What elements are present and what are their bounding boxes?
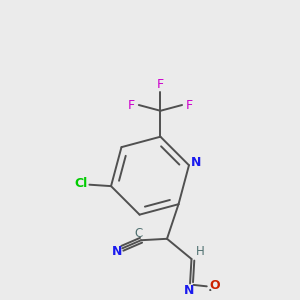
Text: F: F [186,98,193,112]
Text: O: O [209,279,220,292]
Text: N: N [112,245,122,258]
Text: Cl: Cl [75,177,88,190]
Text: F: F [128,98,135,112]
Text: N: N [191,156,201,170]
Text: C: C [134,226,142,239]
Text: N: N [183,284,194,297]
Text: H: H [196,245,205,258]
Text: F: F [157,78,164,91]
